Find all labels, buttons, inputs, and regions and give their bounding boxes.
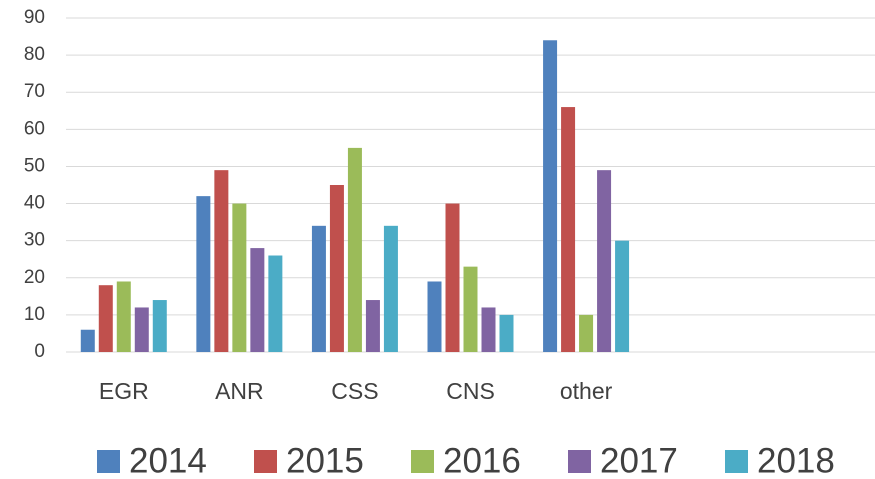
legend-swatch	[568, 450, 591, 473]
bar	[196, 196, 211, 352]
y-tick-label: 30	[24, 230, 45, 251]
bar	[499, 314, 514, 352]
bar	[463, 266, 478, 352]
legend-label: 2015	[286, 441, 364, 479]
legend-label: 2016	[443, 441, 521, 479]
legend-label: 2018	[757, 441, 835, 479]
y-tick-label: 20	[24, 267, 45, 288]
x-tick-label: CNS	[446, 378, 495, 404]
bar	[579, 314, 594, 352]
bar	[543, 40, 558, 353]
x-tick-label: CSS	[331, 378, 378, 404]
x-tick-label: other	[560, 378, 613, 404]
bar	[80, 329, 95, 352]
y-tick-label: 70	[24, 81, 45, 102]
bar	[427, 281, 442, 352]
legend-swatch	[254, 450, 277, 473]
bar	[98, 285, 113, 352]
bar	[214, 170, 229, 352]
y-tick-label: 60	[24, 118, 45, 139]
bar	[268, 255, 283, 352]
x-tick-label: EGR	[99, 378, 149, 404]
bar	[383, 225, 398, 352]
legend-label: 2014	[129, 441, 207, 479]
bar	[615, 240, 630, 352]
bar	[329, 185, 344, 352]
bar	[116, 281, 131, 352]
legend-label: 2017	[600, 441, 678, 479]
bar	[561, 107, 576, 352]
y-tick-label: 90	[24, 7, 45, 28]
bar	[481, 307, 496, 352]
bar	[134, 307, 149, 352]
bar	[347, 147, 362, 352]
bar	[365, 300, 380, 352]
bar	[250, 248, 265, 352]
y-tick-label: 0	[34, 341, 45, 362]
y-tick-label: 50	[24, 155, 45, 176]
y-tick-label: 80	[24, 44, 45, 65]
legend-swatch	[725, 450, 748, 473]
legend-swatch	[97, 450, 120, 473]
y-tick-label: 10	[24, 304, 45, 325]
bar	[152, 300, 167, 352]
x-tick-label: ANR	[215, 378, 264, 404]
bar	[597, 170, 612, 352]
bar	[445, 203, 460, 352]
legend-swatch	[411, 450, 434, 473]
bar	[311, 225, 326, 352]
bar	[232, 203, 247, 352]
y-tick-label: 40	[24, 193, 45, 214]
